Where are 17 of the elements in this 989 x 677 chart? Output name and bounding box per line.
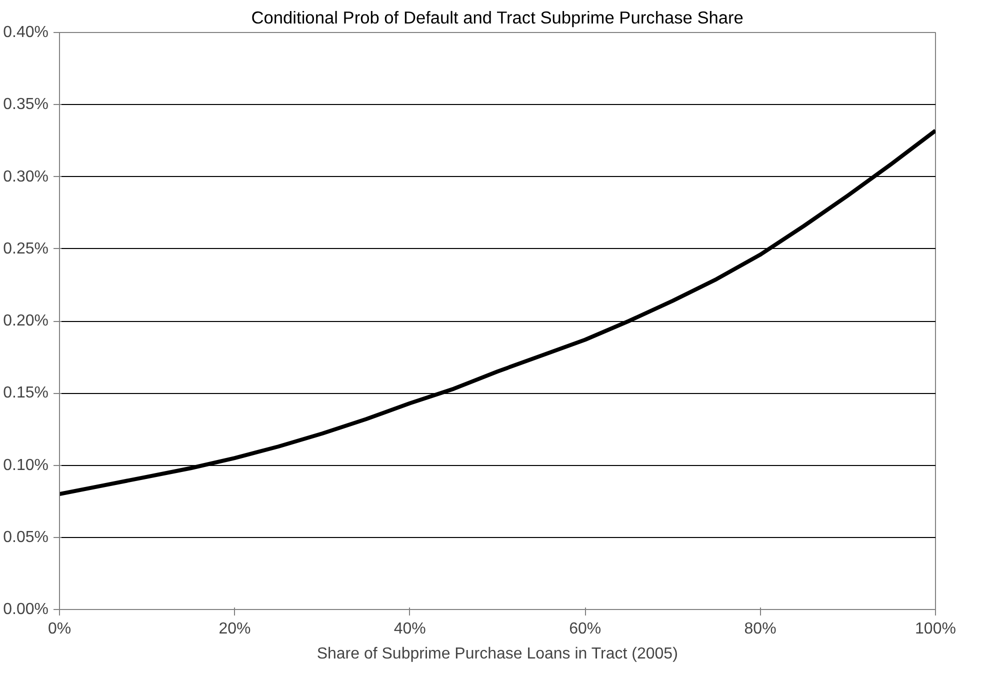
- y-tick-label: 0.05%: [3, 528, 49, 546]
- y-tick-label: 0.15%: [3, 384, 49, 402]
- x-tick-label: 0%: [48, 620, 72, 638]
- x-tick-label: 80%: [744, 620, 776, 638]
- x-tick-label: 100%: [915, 620, 956, 638]
- chart-title: Conditional Prob of Default and Tract Subprime Purchase Share: [251, 8, 744, 28]
- y-tick-label: 0.20%: [3, 312, 49, 330]
- x-tick-label: 20%: [218, 620, 251, 638]
- y-tick-label: 0.40%: [3, 24, 49, 41]
- y-tick-label: 0.10%: [3, 456, 49, 474]
- x-tick-label: 40%: [394, 620, 426, 638]
- x-tick-label: 60%: [569, 620, 602, 638]
- y-tick-label: 0.30%: [3, 168, 49, 186]
- y-tick-label: 0.25%: [3, 240, 49, 258]
- x-axis-title: Share of Subprime Purchase Loans in Tract (2005): [316, 646, 678, 662]
- y-tick-label: 0.00%: [3, 601, 49, 618]
- y-tick-label: 0.35%: [3, 96, 49, 114]
